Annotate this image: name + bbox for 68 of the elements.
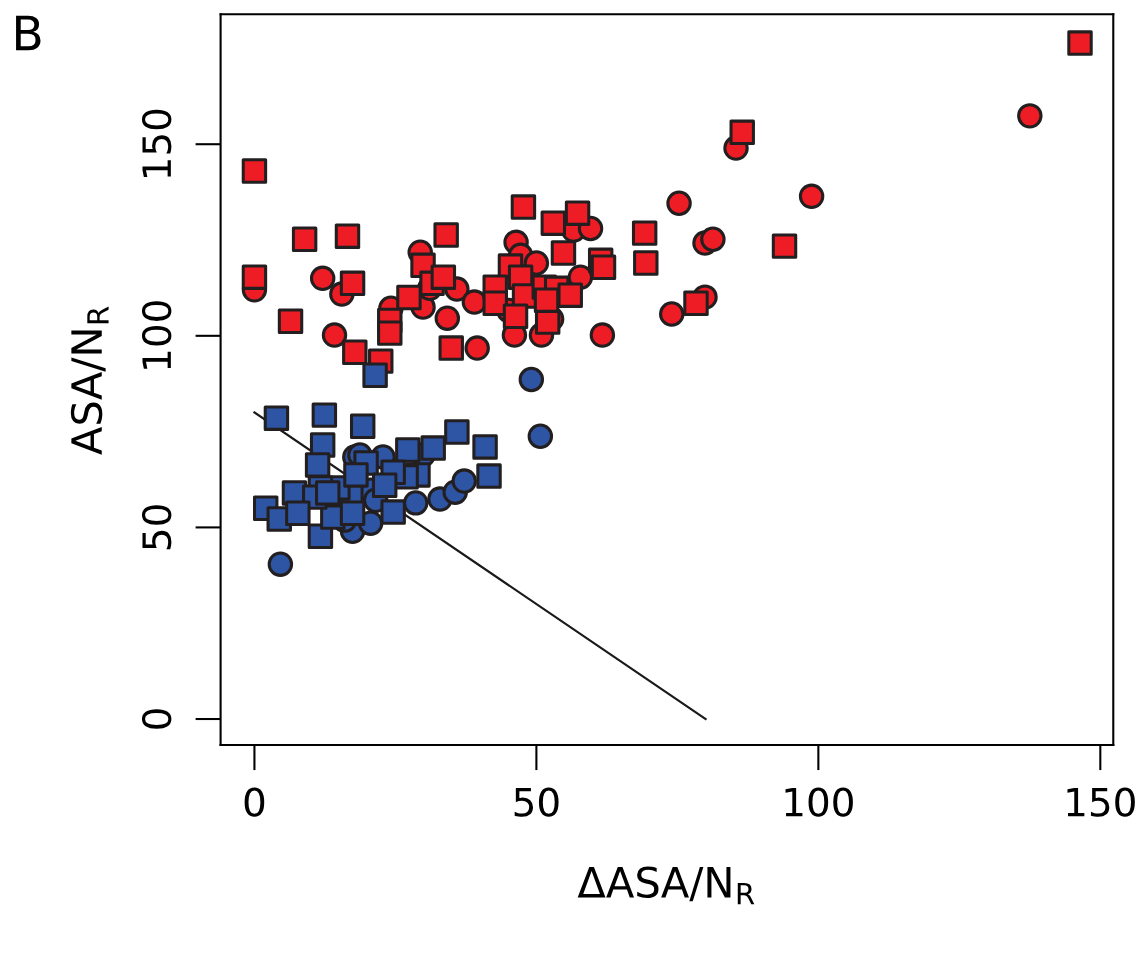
point [380, 499, 406, 525]
point [309, 265, 336, 292]
point [402, 490, 429, 516]
point [304, 452, 331, 478]
point [590, 254, 617, 280]
point [395, 437, 421, 463]
point [334, 223, 361, 249]
point [396, 284, 422, 311]
point [502, 303, 529, 329]
point [263, 405, 290, 431]
point [371, 472, 398, 498]
point [342, 339, 368, 366]
x-tick-label: 0 [244, 787, 265, 817]
point [476, 463, 502, 489]
y-tick-label: 0 [141, 709, 172, 729]
point [451, 468, 477, 494]
point [339, 270, 366, 297]
text: B [16, 15, 41, 51]
point [550, 240, 577, 266]
point [343, 462, 369, 488]
point [540, 210, 567, 236]
point [518, 366, 545, 393]
x-tick-label: 50 [514, 787, 559, 817]
point [285, 500, 311, 526]
point [349, 413, 376, 439]
point [631, 220, 658, 246]
point [700, 226, 726, 252]
point [1067, 30, 1093, 56]
point [798, 183, 825, 210]
point [564, 200, 591, 226]
point [315, 480, 341, 506]
point [557, 282, 583, 308]
point [430, 264, 457, 290]
point [321, 322, 348, 348]
point [533, 287, 560, 313]
point [527, 423, 554, 449]
point [241, 264, 268, 290]
point [433, 222, 459, 248]
point [666, 190, 692, 216]
point [434, 305, 461, 331]
y-tick-label: 50 [141, 505, 172, 550]
point [438, 335, 464, 361]
x-tick-label: 100 [785, 787, 853, 817]
point [683, 290, 709, 316]
x-tick-label: 150 [1067, 787, 1135, 817]
y-tick-label: 150 [141, 109, 172, 178]
point [362, 362, 388, 389]
y-axis-title: ASA/N$_{R}$ [70, 306, 109, 455]
point [339, 500, 366, 526]
point [472, 434, 498, 460]
point [277, 308, 304, 334]
y-tick-label: 100 [141, 301, 172, 369]
point [589, 322, 616, 348]
point [771, 233, 798, 259]
point [633, 250, 659, 276]
point [420, 435, 446, 461]
point [377, 320, 403, 346]
point [267, 551, 294, 577]
point [444, 419, 470, 445]
point [464, 335, 490, 361]
point [241, 158, 268, 184]
point [510, 194, 537, 220]
point [659, 301, 685, 327]
point [1017, 103, 1043, 129]
point [311, 402, 338, 428]
x-axis-title: ΔASA/N$_{R}$ [577, 866, 755, 905]
point [291, 226, 318, 252]
point [729, 119, 755, 146]
